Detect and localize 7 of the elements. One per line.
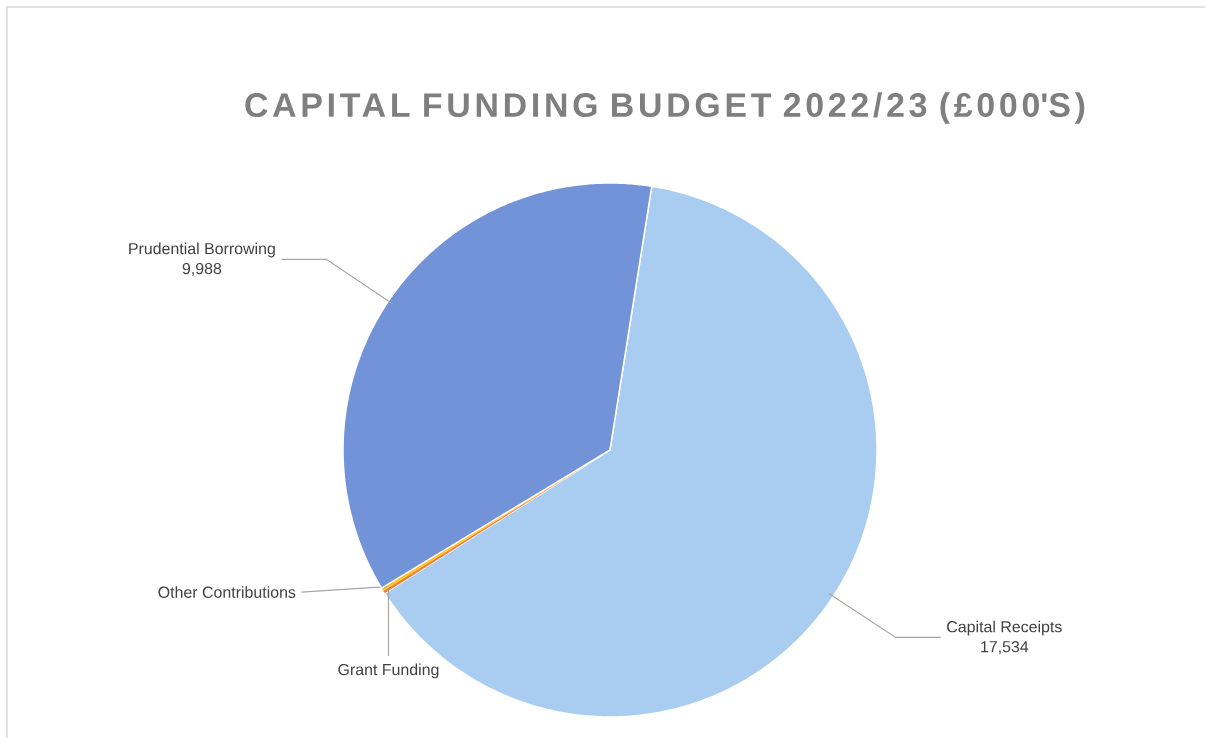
chart-title: CAPITAL FUNDING BUDGET 2022/23 (£000'S) [245, 92, 1085, 124]
slice-label: Prudential Borrowing [129, 242, 275, 258]
slice-label: Capital Receipts [947, 620, 1062, 636]
slice-label: Grant Funding [338, 663, 439, 679]
data-label: 17,534 [981, 641, 1029, 655]
data-label: 9,988 [182, 262, 222, 277]
slice-label: Other Contributions [158, 586, 296, 598]
